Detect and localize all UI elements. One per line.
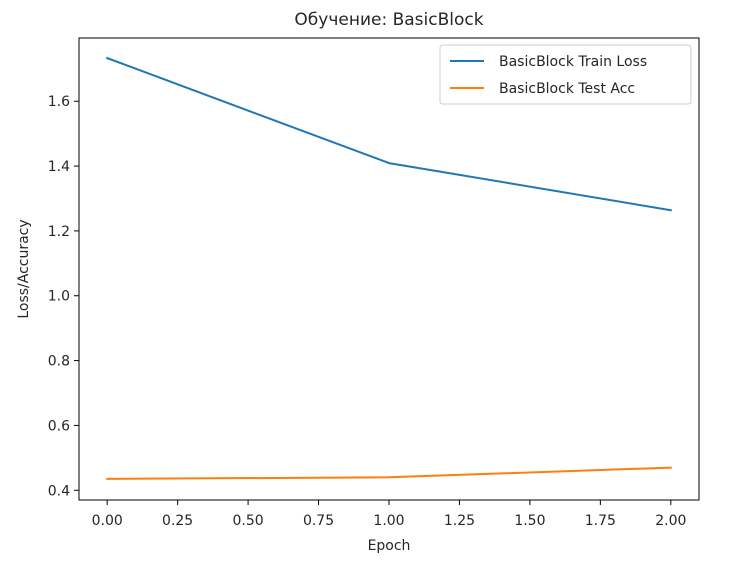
x-tick-label: 0.75 [303,513,334,529]
x-axis-title: Epoch [368,538,411,554]
x-tick-label: 0.25 [162,513,193,529]
series-line-0 [105,56,672,212]
y-tick-label: 0.6 [48,418,70,434]
x-tick-label: 2.00 [655,513,686,529]
legend: BasicBlock Train Loss BasicBlock Test Acc [439,44,692,105]
x-tick-label: 0.50 [233,513,264,529]
y-tick-label: 0.4 [48,483,70,499]
y-tick-label: 1.6 [48,94,70,110]
series-line-1 [106,466,672,480]
y-tick-label: 1.2 [48,224,70,240]
y-tick-label: 1.0 [48,289,70,305]
x-tick-label: 1.50 [514,513,545,529]
x-tick-label: 0.00 [92,513,123,529]
plot-area-frame [78,37,700,501]
y-tick-label: 1.4 [48,159,70,175]
legend-box [439,44,692,105]
y-axis: 0.4 0.6 0.8 1.0 1.2 1.4 1.6 [48,94,79,499]
y-tick-label: 0.8 [48,354,70,370]
chart-title: Обучение: BasicBlock [294,10,483,30]
legend-label-0: BasicBlock Train Loss [499,54,647,70]
x-tick-label: 1.75 [585,513,616,529]
series-lines [105,56,672,480]
x-axis: 0.00 0.25 0.50 0.75 1.00 1.25 1.50 1.75 2.00 [92,500,686,529]
x-tick-label: 1.00 [373,513,404,529]
y-axis-title: Loss/Accuracy [16,219,32,318]
legend-label-1: BasicBlock Test Acc [499,81,635,97]
x-tick-label: 1.25 [444,513,475,529]
